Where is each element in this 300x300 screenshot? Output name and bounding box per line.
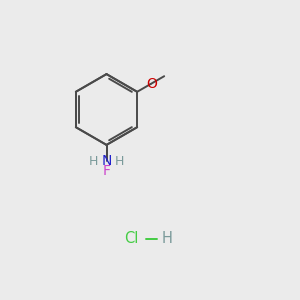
Text: N: N — [101, 154, 112, 168]
Text: H: H — [115, 155, 124, 168]
Text: Cl: Cl — [124, 231, 139, 246]
Text: F: F — [103, 164, 111, 178]
Text: O: O — [147, 77, 158, 91]
Text: H: H — [89, 155, 98, 168]
Text: H: H — [161, 231, 172, 246]
